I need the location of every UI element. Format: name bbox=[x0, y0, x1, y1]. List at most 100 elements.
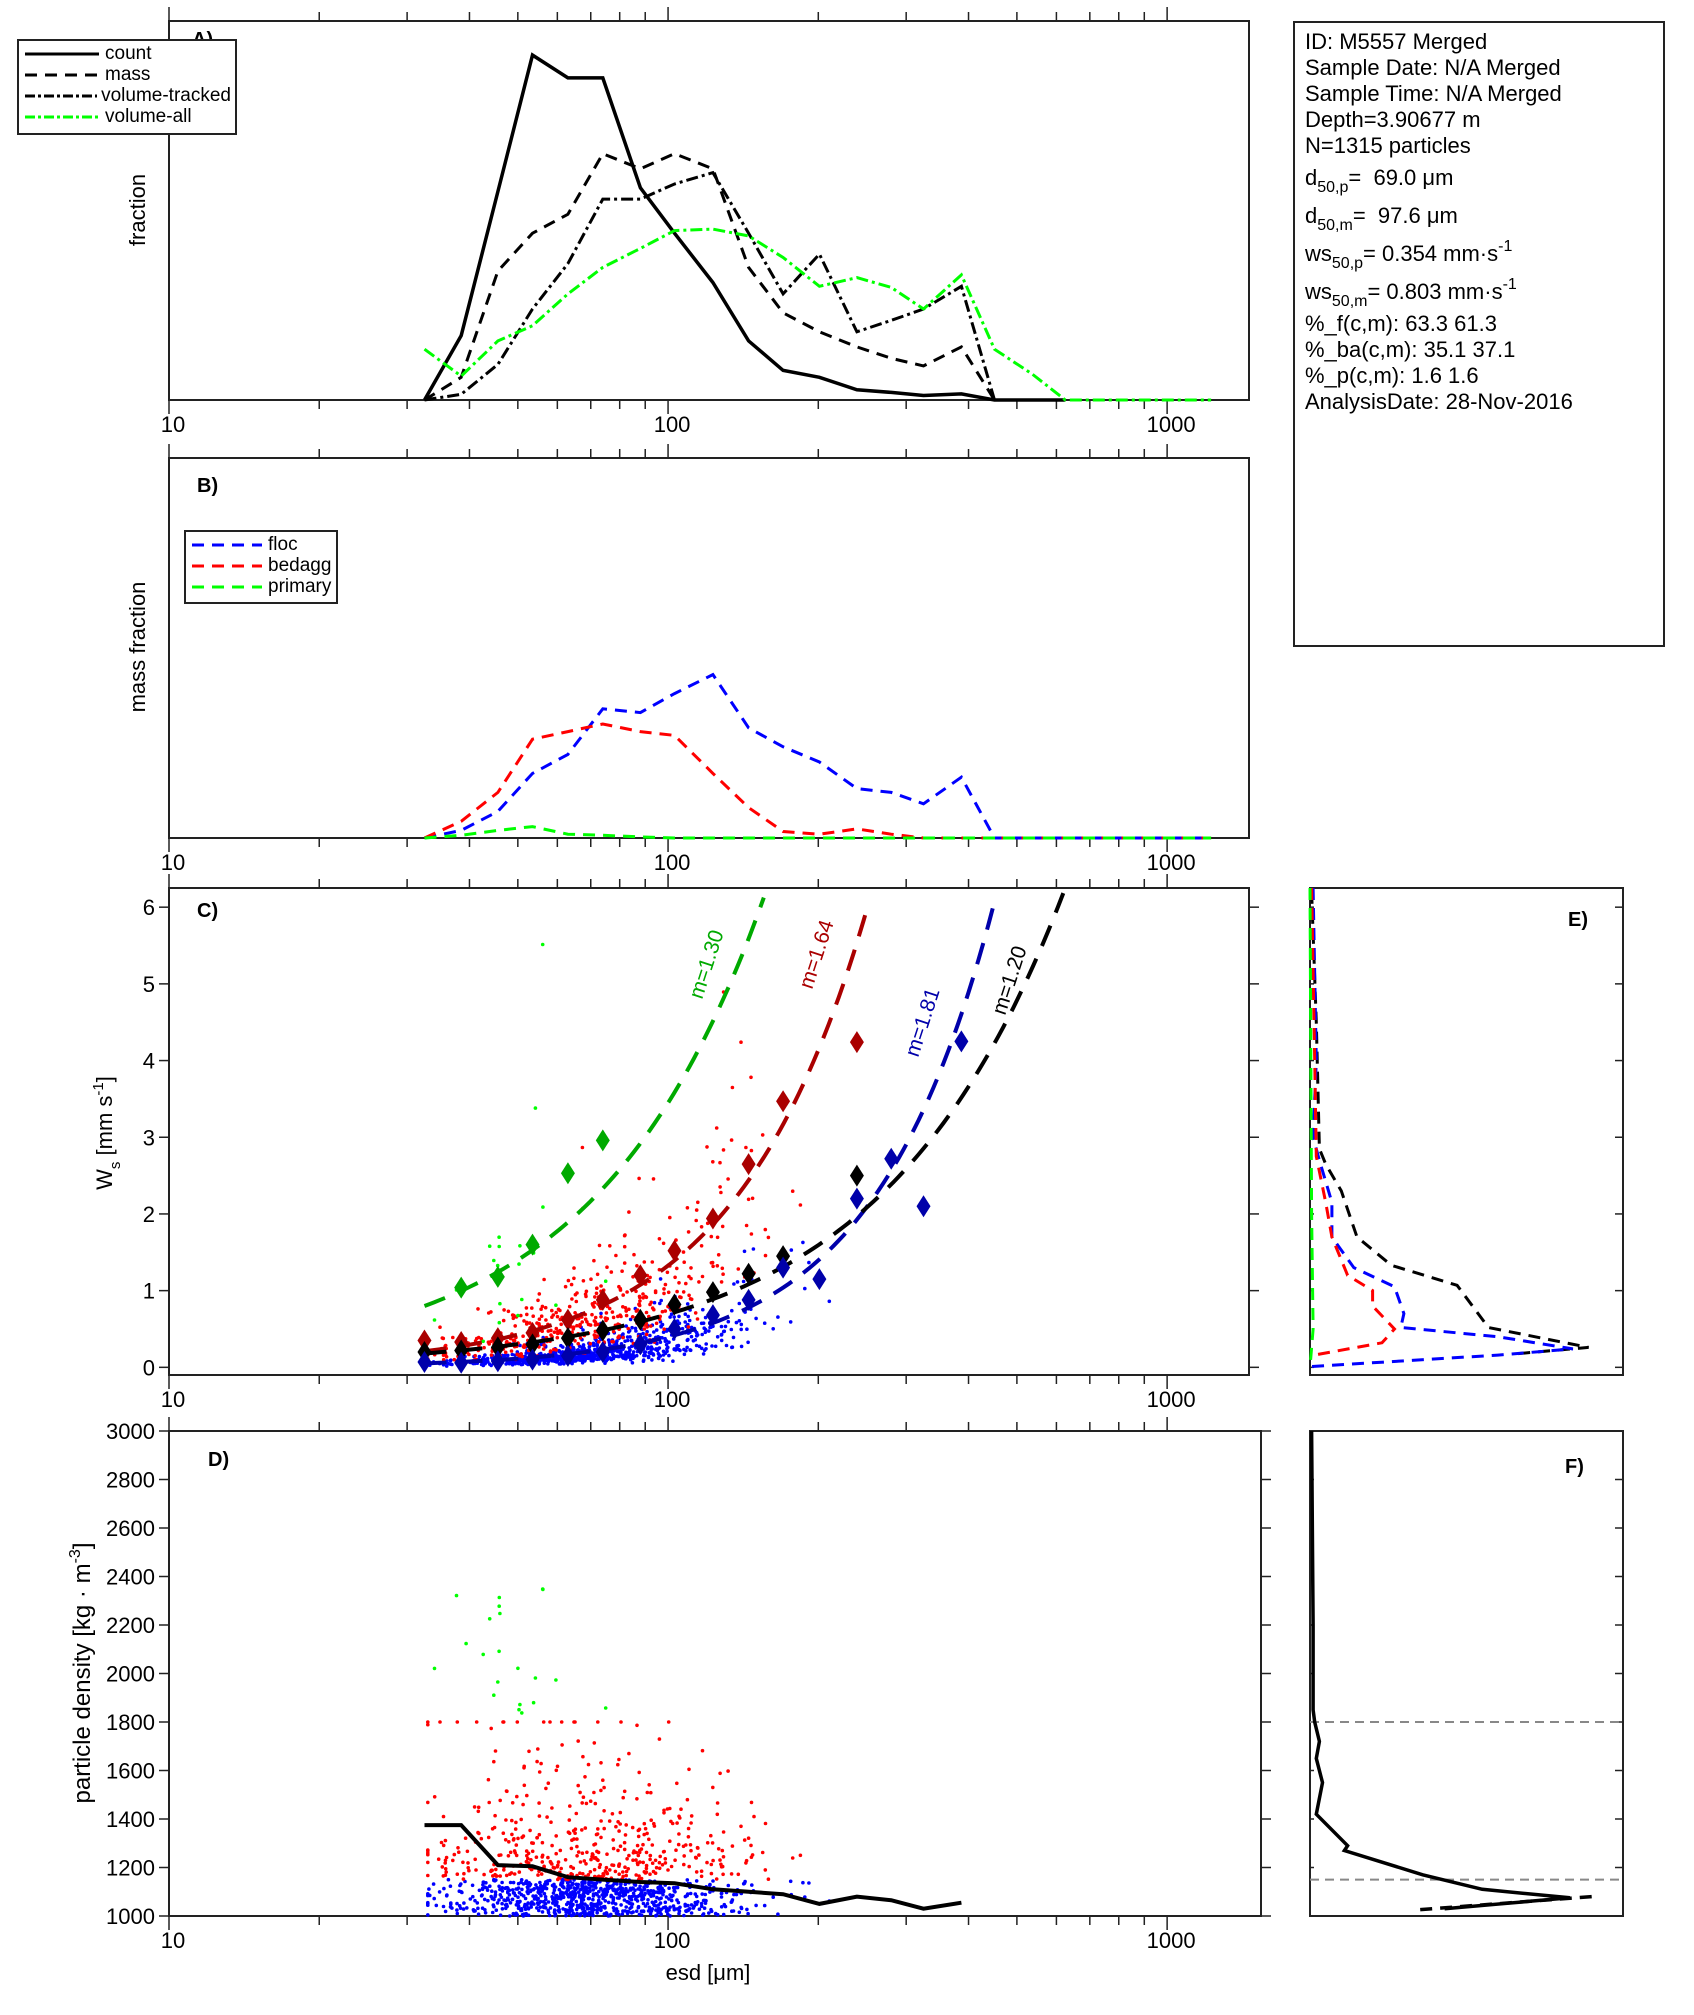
particle-point-floc bbox=[500, 1907, 505, 1911]
particle-point-bedagg bbox=[649, 1324, 653, 1328]
particle-point-floc bbox=[719, 1895, 724, 1899]
particle-point-floc bbox=[700, 1892, 704, 1896]
series-mass bbox=[423, 151, 996, 402]
particle-point-primary bbox=[516, 1313, 520, 1318]
particle-point-bedagg bbox=[627, 1853, 631, 1858]
particle-point-bedagg bbox=[635, 1723, 639, 1728]
particle-point-bedagg bbox=[588, 1799, 593, 1803]
particle-point-floc bbox=[608, 1884, 612, 1889]
particle-point-floc bbox=[803, 1286, 807, 1291]
binned-mean-diamond-bedagg bbox=[741, 1153, 756, 1176]
particle-point-bedagg bbox=[649, 1818, 653, 1822]
y-tick-label: 1600 bbox=[106, 1759, 155, 1784]
particle-point-floc bbox=[739, 1344, 744, 1349]
particle-point-bedagg bbox=[590, 1854, 594, 1859]
particle-point-floc bbox=[540, 1910, 545, 1914]
particle-point-bedagg bbox=[657, 1860, 662, 1865]
particle-point-primary bbox=[495, 1263, 500, 1268]
particle-point-bedagg bbox=[700, 1274, 705, 1279]
particle-point-bedagg bbox=[441, 1814, 446, 1819]
particle-point-primary bbox=[518, 1244, 522, 1248]
info-sample-time: Sample Time: N/A Merged bbox=[1305, 81, 1562, 106]
particle-point-floc bbox=[493, 1879, 497, 1883]
particle-point-floc bbox=[583, 1359, 587, 1363]
particle-point-bedagg bbox=[540, 1853, 545, 1858]
particle-point-floc bbox=[689, 1903, 694, 1907]
particle-point-bedagg bbox=[581, 1279, 586, 1283]
particle-point-bedagg bbox=[592, 1790, 596, 1795]
t: ws bbox=[1305, 279, 1332, 304]
particle-point-bedagg bbox=[596, 1720, 600, 1724]
binned-mean-diamond-floc bbox=[595, 1340, 610, 1363]
particle-point-bedagg bbox=[578, 1324, 582, 1329]
series-volume-tracked bbox=[424, 170, 996, 402]
particle-point-floc bbox=[686, 1314, 690, 1319]
particle-point-bedagg bbox=[554, 1326, 559, 1331]
particle-point-bedagg bbox=[536, 1298, 540, 1303]
particle-point-floc bbox=[591, 1888, 595, 1892]
particle-point-bedagg bbox=[714, 1126, 719, 1130]
particle-point-bedagg bbox=[443, 1838, 448, 1843]
binned-mean-diamond-floc bbox=[490, 1350, 505, 1373]
particle-point-bedagg bbox=[627, 1210, 631, 1214]
particle-point-floc bbox=[702, 1906, 707, 1910]
particle-point-floc bbox=[531, 1894, 535, 1898]
particle-point-bedagg bbox=[599, 1835, 603, 1840]
particle-point-bedagg bbox=[673, 1275, 677, 1280]
particle-point-bedagg bbox=[766, 1235, 771, 1240]
line-dashed-blue-icon bbox=[192, 543, 262, 546]
particle-point-bedagg bbox=[551, 1313, 556, 1317]
panel-d-scatter bbox=[426, 1587, 832, 1918]
particle-point-floc bbox=[689, 1911, 694, 1915]
legend-label: count bbox=[105, 43, 152, 64]
particle-point-bedagg bbox=[473, 1353, 478, 1358]
particle-point-bedagg bbox=[611, 1339, 615, 1344]
particle-point-bedagg bbox=[721, 1272, 725, 1276]
legend-label: primary bbox=[268, 576, 332, 597]
particle-point-bedagg bbox=[666, 1868, 670, 1872]
particle-point-floc bbox=[659, 1298, 663, 1303]
particle-point-bedagg bbox=[687, 1864, 691, 1869]
particle-point-floc bbox=[636, 1905, 641, 1910]
particle-point-floc bbox=[581, 1905, 585, 1910]
particle-point-bedagg bbox=[611, 1838, 615, 1842]
particle-point-bedagg bbox=[638, 1299, 642, 1303]
particle-point-bedagg bbox=[618, 1810, 623, 1815]
particle-point-floc bbox=[707, 1911, 711, 1915]
particle-point-bedagg bbox=[609, 1270, 614, 1274]
particle-point-bedagg bbox=[569, 1846, 574, 1851]
particle-point-bedagg bbox=[662, 1811, 666, 1815]
particle-point-floc bbox=[599, 1311, 603, 1316]
particle-point-floc bbox=[617, 1354, 621, 1359]
particle-point-floc bbox=[682, 1352, 687, 1357]
binned-mean-diamond-all bbox=[595, 1319, 610, 1342]
particle-point-floc bbox=[630, 1325, 634, 1330]
binned-mean-diamond-primary bbox=[525, 1233, 540, 1256]
particle-point-floc bbox=[694, 1902, 699, 1906]
particle-point-bedagg bbox=[501, 1318, 506, 1323]
particle-point-bedagg bbox=[558, 1308, 562, 1313]
particle-point-floc bbox=[539, 1883, 543, 1888]
particle-point-bedagg bbox=[426, 1852, 430, 1857]
particle-point-floc bbox=[642, 1335, 647, 1339]
particle-point-floc bbox=[490, 1910, 495, 1915]
particle-point-bedagg bbox=[689, 1297, 694, 1302]
particle-point-floc bbox=[561, 1894, 565, 1898]
particle-point-primary bbox=[516, 1666, 520, 1671]
particle-point-bedagg bbox=[525, 1793, 529, 1798]
binned-mean-diamond-bedagg bbox=[849, 1031, 864, 1054]
particle-point-floc bbox=[587, 1913, 591, 1917]
particle-point-bedagg bbox=[642, 1327, 647, 1331]
particle-point-floc bbox=[507, 1914, 512, 1918]
particle-point-primary bbox=[497, 1595, 502, 1600]
particle-point-bedagg bbox=[645, 1325, 649, 1329]
particle-point-floc bbox=[500, 1886, 505, 1890]
particle-point-bedagg bbox=[479, 1836, 484, 1841]
particle-point-bedagg bbox=[444, 1855, 449, 1860]
particle-point-bedagg bbox=[598, 1862, 602, 1867]
particle-point-floc bbox=[735, 1280, 740, 1284]
particle-point-bedagg bbox=[721, 1148, 726, 1152]
particle-point-floc bbox=[585, 1906, 590, 1911]
particle-point-floc bbox=[643, 1353, 647, 1358]
